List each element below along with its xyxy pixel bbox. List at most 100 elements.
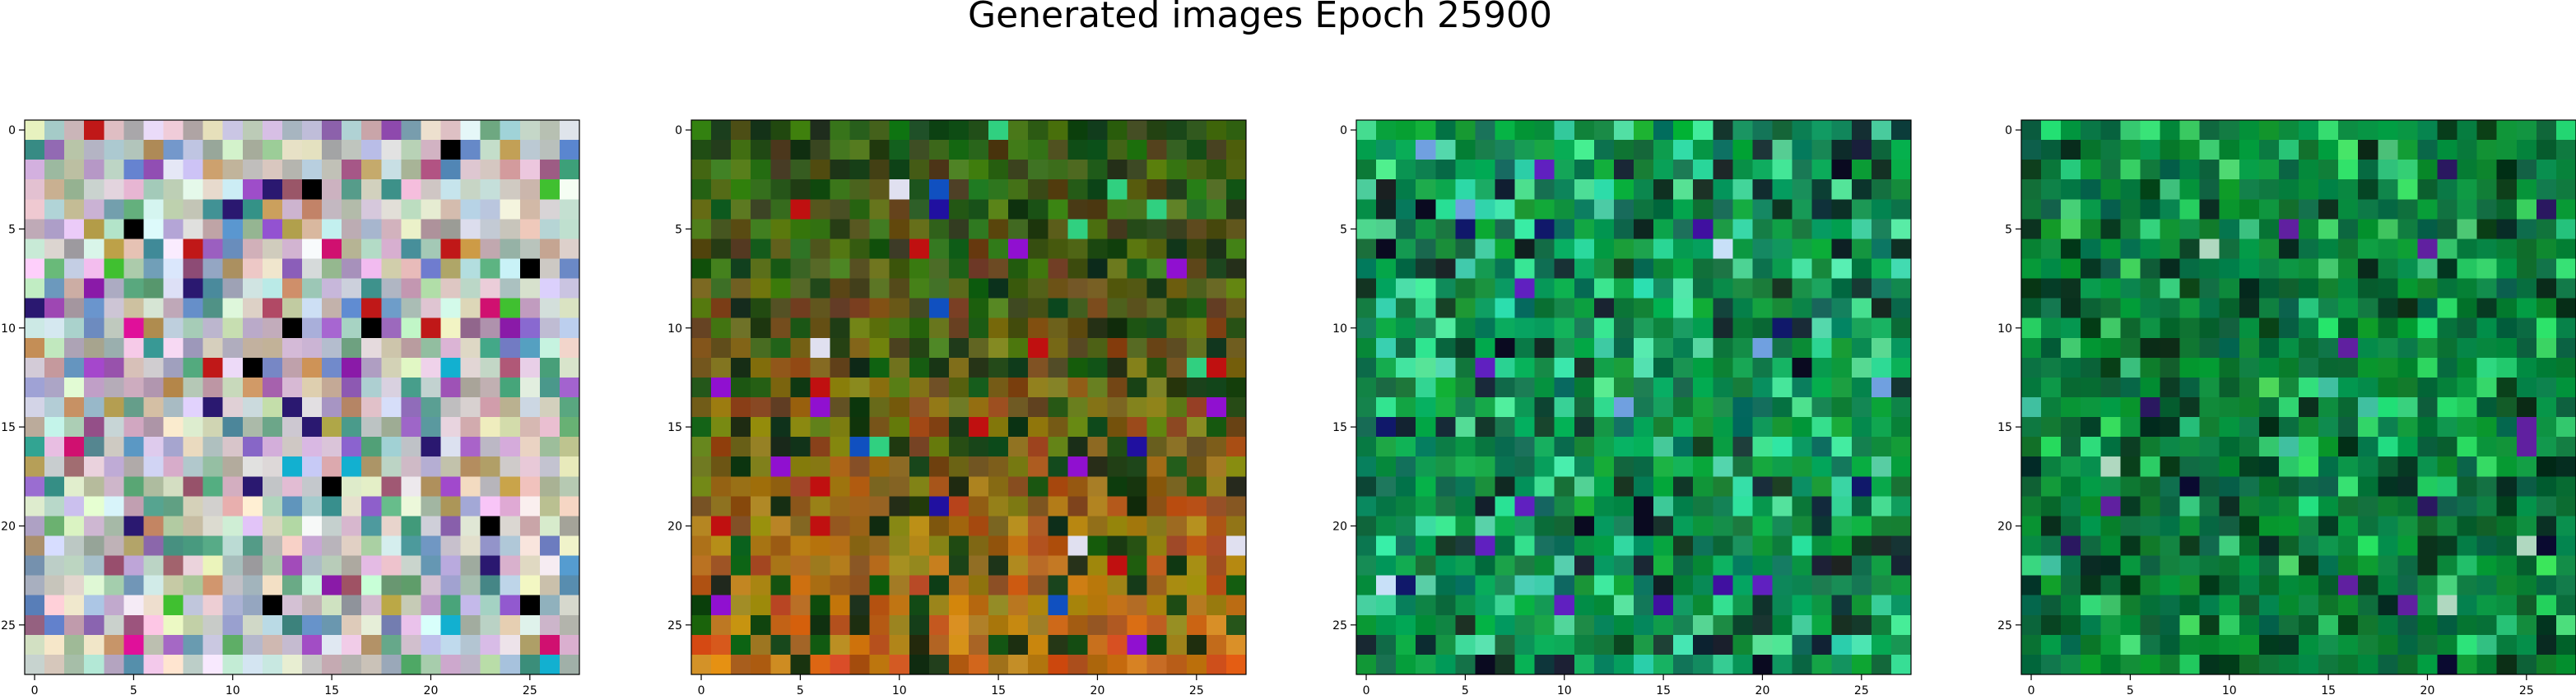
pixel-cell bbox=[1613, 397, 1634, 418]
pixel-cell bbox=[711, 317, 732, 339]
pixel-cell bbox=[401, 179, 422, 200]
pixel-cell bbox=[1534, 199, 1555, 220]
pixel-cell bbox=[1008, 516, 1029, 537]
pixel-cell bbox=[2318, 516, 2339, 537]
pixel-cell bbox=[1376, 417, 1397, 438]
pixel-cell bbox=[1693, 634, 1713, 656]
pixel-cell bbox=[1067, 476, 1089, 497]
pixel-cell bbox=[1396, 437, 1416, 457]
pixel-cell bbox=[1713, 239, 1733, 260]
pixel-cell bbox=[711, 239, 732, 260]
pixel-cell bbox=[2496, 140, 2518, 160]
pixel-cell bbox=[401, 476, 422, 497]
pixel-cell bbox=[1890, 496, 1912, 517]
pixel-cell bbox=[2081, 278, 2101, 299]
pixel-cell bbox=[2476, 377, 2498, 398]
pixel-cell bbox=[2299, 337, 2319, 359]
pixel-cell bbox=[183, 160, 204, 180]
pixel-cell bbox=[104, 496, 124, 517]
pixel-cell bbox=[988, 535, 1009, 557]
pixel-cell bbox=[1127, 634, 1148, 656]
pixel-cell bbox=[2437, 634, 2458, 656]
pixel-cell bbox=[2160, 120, 2181, 141]
pixel-cell bbox=[2041, 476, 2062, 497]
pixel-cell bbox=[1890, 357, 1912, 378]
pixel-cell bbox=[421, 397, 442, 418]
x-tick-label: 10 bbox=[892, 684, 907, 695]
pixel-cell bbox=[123, 219, 145, 240]
pixel-cell bbox=[1146, 199, 1168, 220]
pixel-cell bbox=[2417, 219, 2439, 240]
pixel-cell bbox=[1107, 140, 1128, 160]
pixel-cell bbox=[1534, 258, 1555, 280]
pixel-cell bbox=[539, 417, 560, 438]
pixel-cell bbox=[1772, 476, 1793, 497]
pixel-cell bbox=[1146, 575, 1168, 596]
pixel-cell bbox=[1613, 496, 1634, 517]
pixel-cell bbox=[830, 357, 851, 378]
pixel-cell bbox=[1574, 199, 1595, 220]
pixel-cell bbox=[889, 219, 910, 240]
pixel-cell bbox=[1811, 614, 1833, 636]
pixel-cell bbox=[1008, 377, 1029, 398]
x-tick-label: 20 bbox=[1755, 684, 1770, 695]
pixel-cell bbox=[1146, 357, 1168, 378]
pixel-cell bbox=[1146, 437, 1168, 457]
pixel-cell bbox=[2338, 555, 2359, 577]
pixel-cell bbox=[64, 337, 85, 359]
pixel-cell bbox=[1554, 337, 1575, 359]
pixel-cell bbox=[1067, 397, 1089, 418]
pixel-cell bbox=[1653, 516, 1674, 537]
pixel-cell bbox=[84, 140, 105, 160]
pixel-cell bbox=[2555, 654, 2576, 675]
y-tick-label: 25 bbox=[1997, 619, 2012, 632]
pixel-cell bbox=[421, 456, 442, 477]
pixel-cell bbox=[1146, 535, 1168, 557]
pixel-cell bbox=[440, 476, 462, 497]
pixel-cell bbox=[2516, 140, 2537, 160]
pixel-cell bbox=[2179, 140, 2201, 160]
pixel-cell bbox=[790, 219, 811, 240]
pixel-cell bbox=[2318, 476, 2339, 497]
pixel-cell bbox=[1087, 456, 1109, 477]
pixel-cell bbox=[1028, 278, 1049, 299]
pixel-cell bbox=[2318, 298, 2339, 319]
pixel-cell bbox=[500, 634, 521, 656]
pixel-cell bbox=[1356, 337, 1377, 359]
pixel-cell bbox=[281, 140, 303, 160]
pixel-cell bbox=[889, 298, 910, 319]
pixel-cell bbox=[1851, 654, 1872, 675]
pixel-cell bbox=[2219, 219, 2240, 240]
pixel-cell bbox=[1673, 516, 1694, 537]
pixel-cell bbox=[1495, 199, 1516, 220]
pixel-cell bbox=[2555, 634, 2576, 656]
pixel-cell bbox=[1554, 595, 1575, 616]
pixel-cell bbox=[1554, 219, 1575, 240]
pixel-cell bbox=[948, 397, 969, 418]
pixel-cell bbox=[1831, 160, 1853, 180]
pixel-cell bbox=[2457, 278, 2478, 299]
pixel-cell bbox=[2081, 337, 2101, 359]
pixel-cell bbox=[869, 317, 890, 339]
pixel-cell bbox=[2199, 160, 2220, 180]
pixel-cell bbox=[2378, 397, 2398, 418]
pixel-cell bbox=[869, 516, 890, 537]
pixel-cell bbox=[2278, 516, 2299, 537]
pixel-cell bbox=[1613, 239, 1634, 260]
pixel-cell bbox=[1127, 357, 1148, 378]
pixel-cell bbox=[1653, 140, 1674, 160]
pixel-cell bbox=[1396, 140, 1416, 160]
pixel-cell bbox=[2516, 397, 2537, 418]
pixel-cell bbox=[519, 278, 541, 299]
pixel-cell bbox=[1871, 219, 1892, 240]
pixel-cell bbox=[889, 437, 910, 457]
pixel-cell bbox=[1514, 437, 1536, 457]
pixel-cell bbox=[1811, 555, 1833, 577]
pixel-cell bbox=[2140, 357, 2161, 378]
pixel-cell bbox=[1206, 417, 1227, 438]
pixel-cell bbox=[1028, 377, 1049, 398]
pixel-cell bbox=[440, 535, 462, 557]
pixel-cell bbox=[830, 199, 851, 220]
pixel-cell bbox=[1534, 298, 1555, 319]
pixel-cell bbox=[183, 535, 204, 557]
